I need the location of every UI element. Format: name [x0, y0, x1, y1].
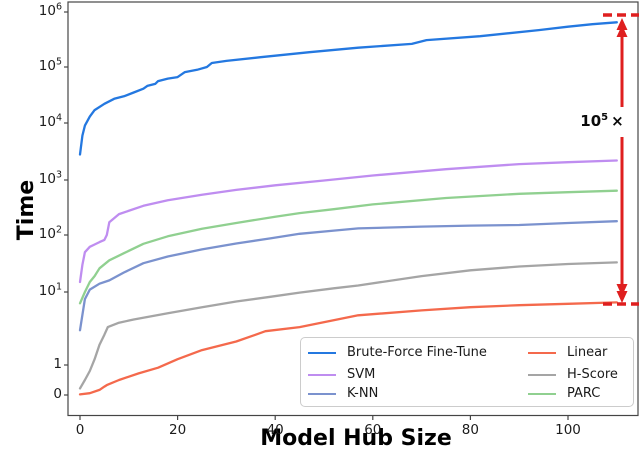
legend-entry-parc: PARC	[528, 386, 600, 402]
legend-line-swatch	[308, 373, 336, 376]
series-line-brute-force-fine-tune	[78, 21, 618, 156]
y-tick-label: 104	[38, 112, 62, 130]
annotation-arrowhead-down	[616, 284, 628, 296]
legend-label: K-NN	[347, 386, 379, 401]
series-line-linear	[78, 301, 618, 396]
legend-entry-brute-force-fine-tune: Brute-Force Fine-Tune	[308, 345, 487, 361]
series-line-h-score	[78, 261, 618, 390]
legend-label: Brute-Force Fine-Tune	[347, 345, 487, 360]
annotation-exponent: 5	[601, 112, 609, 123]
legend-label: SVM	[347, 367, 376, 382]
annotation-base: 10	[580, 112, 602, 130]
legend-entry-linear: Linear	[528, 345, 607, 361]
legend-entry-svm: SVM	[308, 367, 375, 383]
series-line-k-nn	[78, 220, 618, 332]
legend: Brute-Force Fine-Tune SVM K-NN Linear H-Scor…	[300, 337, 634, 407]
annotation-arrowhead-up	[616, 18, 628, 30]
series-line-svm	[78, 159, 618, 284]
axes-frame	[67, 1, 639, 417]
x-tick-label: 100	[555, 421, 581, 438]
annotation-suffix: ×	[611, 112, 624, 130]
legend-line-swatch	[308, 392, 336, 395]
x-axis-title: Model Hub Size	[260, 426, 452, 451]
legend-line-swatch	[528, 392, 556, 395]
y-tick-label: 101	[38, 281, 62, 299]
legend-line-swatch	[308, 351, 336, 354]
legend-line-swatch	[528, 373, 556, 376]
legend-label: H-Score	[567, 367, 618, 382]
y-tick-label: 102	[38, 224, 62, 242]
x-tick-label: 80	[461, 421, 479, 438]
series-line-parc	[78, 189, 618, 305]
y-tick-label: 105	[38, 56, 62, 74]
legend-entry-k-nn: K-NN	[308, 386, 378, 402]
legend-label: PARC	[567, 386, 601, 401]
y-tick-label: 103	[38, 169, 62, 187]
x-tick-label: 40	[266, 421, 284, 438]
annotation-arrowhead-down	[616, 291, 628, 303]
y-tick-label: 106	[38, 1, 62, 19]
legend-label: Linear	[567, 345, 608, 360]
speedup-annotation-label: 105 ×	[579, 112, 625, 130]
x-tick-label: 20	[169, 421, 187, 438]
y-axis-title: Time	[14, 179, 39, 241]
y-tick-label: 0	[53, 386, 62, 402]
annotation-arrowhead-up	[616, 25, 628, 37]
legend-line-swatch	[528, 351, 556, 354]
x-tick-label: 60	[364, 421, 382, 438]
x-tick-label: 0	[75, 421, 85, 438]
y-tick-label: 1	[53, 356, 62, 372]
legend-entry-h-score: H-Score	[528, 367, 618, 383]
